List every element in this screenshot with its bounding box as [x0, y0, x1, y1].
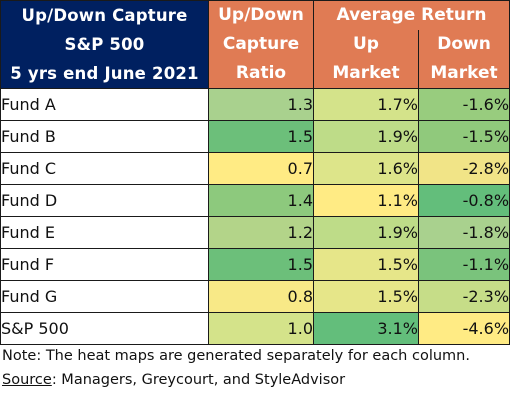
- footnotes: Note: The heat maps are generated separa…: [2, 344, 470, 392]
- table-title-line-2: S&P 500: [0, 30, 209, 59]
- down-market-cell-sp-500: -4.6%: [417, 312, 511, 345]
- capture-ratio-cell-fund-c: 0.7: [208, 152, 314, 185]
- up-market-header-line-2: Market: [313, 59, 419, 89]
- capture-ratio-cell-fund-g: 0.8: [208, 280, 314, 313]
- down-market-cell-fund-a: -1.6%: [417, 88, 511, 121]
- source-label: Source: [2, 372, 52, 388]
- up-market-cell-sp-500: 3.1%: [313, 312, 419, 345]
- header-row-1: Up/Down Capture Up/Down Average Return: [0, 0, 511, 30]
- row-label-fund-g: Fund G: [0, 280, 209, 313]
- row-label-sp-500: S&P 500: [0, 312, 209, 345]
- ratio-header-line-3: Ratio: [208, 59, 314, 89]
- down-market-cell-fund-c: -2.8%: [417, 152, 511, 185]
- up-market-cell-fund-e: 1.9%: [313, 216, 419, 249]
- up-market-cell-fund-b: 1.9%: [313, 120, 419, 153]
- table-row: Fund E 1.2 1.9% -1.8%: [0, 216, 511, 249]
- down-market-cell-fund-f: -1.1%: [417, 248, 511, 281]
- capture-ratio-cell-fund-e: 1.2: [208, 216, 314, 249]
- ratio-header-line-1: Up/Down: [208, 0, 314, 30]
- capture-ratio-cell-fund-f: 1.5: [208, 248, 314, 281]
- capture-ratio-cell-fund-d: 1.4: [208, 184, 314, 217]
- header-row-2: S&P 500 Capture Up Down: [0, 30, 511, 59]
- up-market-header-line-1: Up: [313, 30, 419, 59]
- down-market-cell-fund-g: -2.3%: [417, 280, 511, 313]
- average-return-header: Average Return: [312, 0, 511, 30]
- row-label-fund-e: Fund E: [0, 216, 209, 249]
- capture-table: Up/Down Capture Up/Down Average Return S…: [0, 0, 511, 345]
- down-market-header-line-2: Market: [417, 59, 511, 89]
- source-text: : Managers, Greycourt, and StyleAdvisor: [51, 372, 346, 388]
- table-row: Fund A 1.3 1.7% -1.6%: [0, 88, 511, 121]
- table-row: S&P 500 1.0 3.1% -4.6%: [0, 312, 511, 345]
- down-market-cell-fund-d: -0.8%: [417, 184, 511, 217]
- row-label-fund-c: Fund C: [0, 152, 209, 185]
- table-row: Fund B 1.5 1.9% -1.5%: [0, 120, 511, 153]
- source-line: Source: Managers, Greycourt, and StyleAd…: [2, 368, 470, 392]
- up-market-cell-fund-a: 1.7%: [313, 88, 419, 121]
- up-market-cell-fund-d: 1.1%: [313, 184, 419, 217]
- row-label-fund-a: Fund A: [0, 88, 209, 121]
- header-row-3: 5 yrs end June 2021 Ratio Market Market: [0, 59, 511, 89]
- table-title-line-3: 5 yrs end June 2021: [0, 59, 209, 89]
- heatmap-note: Note: The heat maps are generated separa…: [2, 348, 470, 364]
- row-label-fund-f: Fund F: [0, 248, 209, 281]
- down-market-cell-fund-e: -1.8%: [417, 216, 511, 249]
- capture-table-container: Up/Down Capture Up/Down Average Return S…: [0, 0, 511, 345]
- row-label-fund-b: Fund B: [0, 120, 209, 153]
- table-row: Fund G 0.8 1.5% -2.3%: [0, 280, 511, 313]
- down-market-cell-fund-b: -1.5%: [417, 120, 511, 153]
- capture-ratio-cell-fund-b: 1.5: [208, 120, 314, 153]
- table-title-line-1: Up/Down Capture: [0, 0, 209, 30]
- down-market-header-line-1: Down: [417, 30, 511, 59]
- up-market-cell-fund-g: 1.5%: [313, 280, 419, 313]
- capture-ratio-cell-fund-a: 1.3: [208, 88, 314, 121]
- table-row: Fund C 0.7 1.6% -2.8%: [0, 152, 511, 185]
- table-row: Fund D 1.4 1.1% -0.8%: [0, 184, 511, 217]
- ratio-header-line-2: Capture: [208, 30, 314, 59]
- capture-ratio-cell-sp-500: 1.0: [208, 312, 314, 345]
- row-label-fund-d: Fund D: [0, 184, 209, 217]
- up-market-cell-fund-f: 1.5%: [313, 248, 419, 281]
- table-row: Fund F 1.5 1.5% -1.1%: [0, 248, 511, 281]
- up-market-cell-fund-c: 1.6%: [313, 152, 419, 185]
